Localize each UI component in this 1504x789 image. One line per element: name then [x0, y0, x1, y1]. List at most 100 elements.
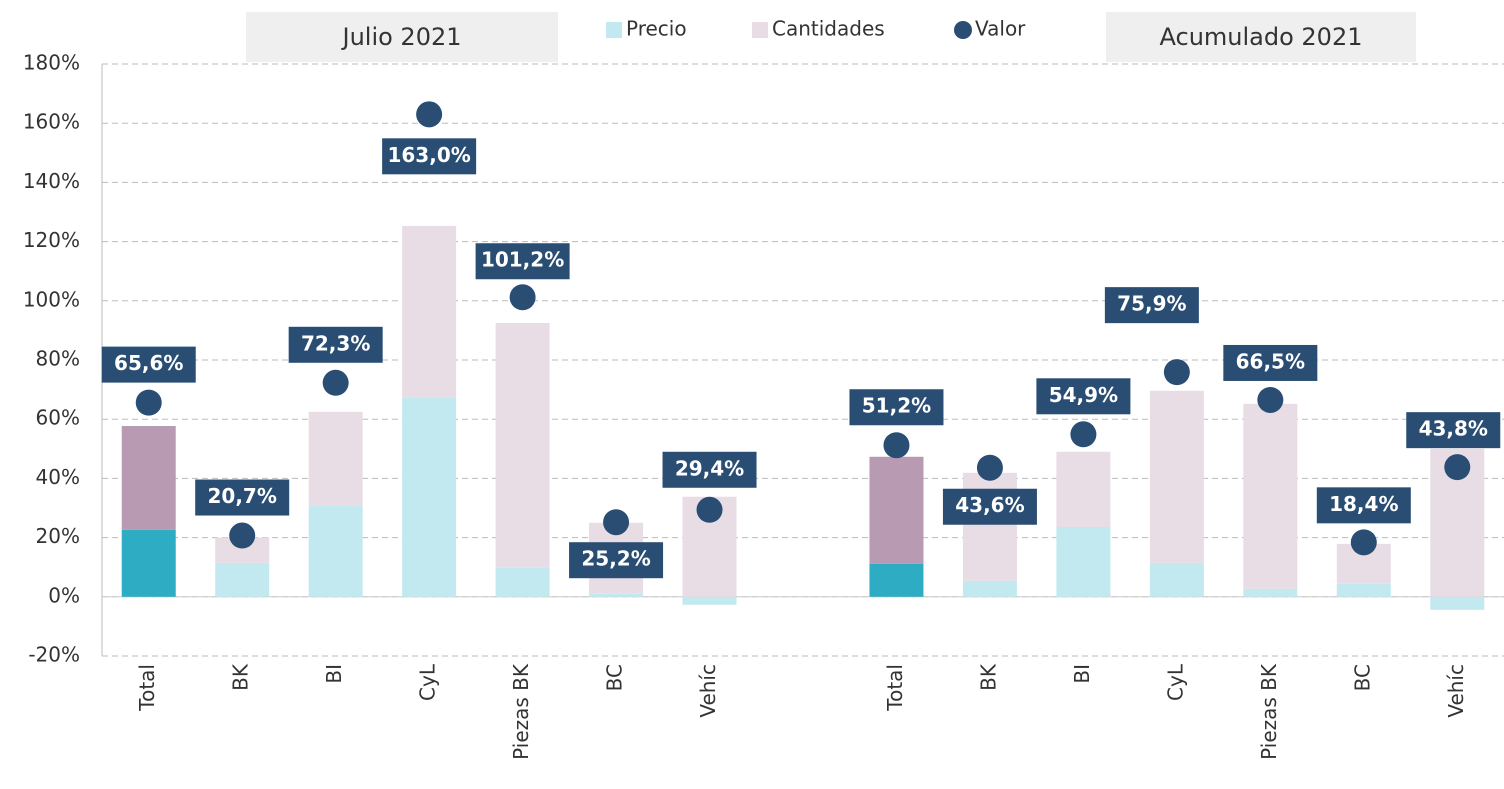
- x-tick-label: BK: [229, 663, 253, 691]
- value-label-box: [101, 346, 196, 383]
- group-header: Julio 2021: [340, 23, 461, 51]
- value-label-box: [942, 488, 1037, 525]
- value-dot: [322, 369, 349, 396]
- value-label-box: [662, 451, 757, 488]
- value-label-box: [475, 243, 570, 280]
- value-label-box: [382, 138, 477, 175]
- y-tick-label: 0%: [48, 583, 80, 607]
- x-tick-label: Piezas BK: [509, 663, 533, 760]
- bar-segment: [682, 596, 737, 605]
- y-tick-label: 40%: [36, 465, 80, 489]
- legend-swatch: [752, 22, 768, 38]
- legend-swatch: [606, 22, 622, 38]
- value-dot: [229, 522, 256, 549]
- value-label: 29,4%: [675, 456, 744, 480]
- x-tick-label: BI: [322, 664, 346, 684]
- bar-segment: [869, 563, 924, 597]
- value-dot: [135, 389, 162, 416]
- x-tick-label: Total: [135, 664, 159, 712]
- x-tick-label: BC: [603, 664, 627, 691]
- value-label-box: [288, 326, 383, 363]
- x-tick-label: BK: [976, 663, 1000, 691]
- y-tick-label: -20%: [28, 643, 80, 667]
- group-header: Acumulado 2021: [1160, 23, 1363, 51]
- legend-label: Valor: [975, 17, 1026, 41]
- group-header-box: [1106, 12, 1416, 62]
- y-tick-label: 80%: [36, 347, 80, 371]
- value-label-box: [1406, 412, 1501, 449]
- value-label: 43,8%: [1419, 417, 1488, 441]
- value-label-box: [849, 389, 944, 426]
- y-tick-label: 100%: [23, 287, 80, 311]
- bar-segment: [495, 323, 550, 568]
- bar-segment: [121, 529, 176, 597]
- value-label: 25,2%: [581, 547, 650, 571]
- x-tick-label: CyL: [1163, 663, 1187, 701]
- x-tick-label: BC: [1350, 664, 1374, 691]
- bar-segment: [962, 580, 1017, 597]
- value-dot: [696, 496, 723, 523]
- y-tick-label: 140%: [23, 169, 80, 193]
- legend-label: Cantidades: [772, 17, 885, 41]
- value-label: 75,9%: [1117, 292, 1186, 316]
- value-dot: [1163, 359, 1190, 386]
- value-dot: [1070, 421, 1097, 448]
- value-label: 51,2%: [862, 394, 931, 418]
- bar-segment: [1336, 583, 1391, 597]
- bar-segment: [215, 562, 270, 597]
- x-tick-label: BI: [1070, 664, 1094, 684]
- bar-segment: [1149, 562, 1204, 597]
- y-tick-label: 180%: [23, 51, 80, 75]
- value-label-box: [1316, 487, 1411, 524]
- value-label: 65,6%: [114, 351, 183, 375]
- y-tick-label: 20%: [36, 524, 80, 548]
- bar-segment: [402, 225, 457, 398]
- value-dot: [976, 454, 1003, 481]
- value-dot: [883, 432, 910, 459]
- x-tick-label: Piezas BK: [1257, 663, 1281, 760]
- value-label: 43,6%: [955, 493, 1024, 517]
- value-dot: [416, 101, 443, 128]
- bar-segment: [1430, 596, 1485, 610]
- value-dot: [603, 509, 630, 536]
- value-label-box: [1036, 378, 1131, 415]
- value-dot: [1444, 454, 1471, 481]
- bar-segment: [1243, 403, 1298, 589]
- value-label-box: [1223, 344, 1318, 381]
- bar-segment: [308, 411, 363, 506]
- value-label: 20,7%: [208, 484, 277, 508]
- legend-label: Precio: [626, 17, 687, 41]
- bar-segment: [869, 456, 924, 564]
- y-tick-label: 120%: [23, 228, 80, 252]
- x-tick-label: Vehíc: [696, 664, 720, 718]
- value-label: 18,4%: [1329, 492, 1398, 516]
- bar-segment: [589, 593, 644, 597]
- y-tick-label: 160%: [23, 110, 80, 134]
- value-label: 54,9%: [1049, 383, 1118, 407]
- bar-segment: [1056, 526, 1111, 597]
- bar-segment: [402, 397, 457, 597]
- value-label: 163,0%: [387, 143, 470, 167]
- value-label: 66,5%: [1236, 349, 1305, 373]
- x-tick-label: Vehíc: [1444, 664, 1468, 718]
- bar-segment: [308, 505, 363, 597]
- bar-segment: [1243, 588, 1298, 597]
- bar-segment: [1149, 390, 1204, 563]
- value-dot: [509, 284, 536, 311]
- bar-segment: [121, 426, 176, 530]
- group-header-box: [246, 12, 558, 62]
- legend-swatch: [954, 21, 972, 39]
- value-dot: [1350, 529, 1377, 556]
- x-tick-label: Total: [883, 664, 907, 712]
- y-tick-label: 60%: [36, 406, 80, 430]
- value-label-box: [1104, 287, 1199, 324]
- value-label-box: [195, 479, 290, 516]
- bar-segment: [1056, 451, 1111, 527]
- x-tick-label: CyL: [416, 663, 440, 701]
- value-label: 101,2%: [481, 248, 564, 272]
- value-label-box: [569, 542, 664, 579]
- bar-segment: [495, 567, 550, 597]
- value-dot: [1257, 386, 1284, 413]
- value-label: 72,3%: [301, 331, 370, 355]
